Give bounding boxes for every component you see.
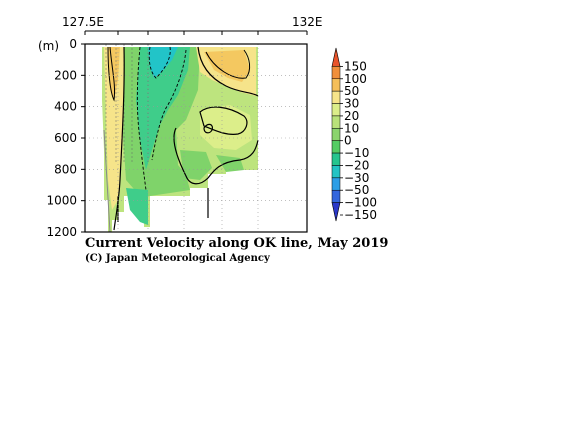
top-axis: 127.5E 132E (62, 15, 323, 35)
deep-patch-1 (180, 150, 212, 180)
neg-contour-1 (136, 46, 147, 191)
neg-contour-3 (151, 49, 187, 161)
colorbar-swatch (331, 115, 341, 129)
deep-patch-2 (216, 155, 244, 172)
top-axis-left-label: 127.5E (62, 15, 104, 29)
chart-credit: (C) Japan Meteorological Agency (85, 253, 271, 264)
zero-contour-2 (197, 46, 259, 97)
colorbar-swatch (331, 202, 341, 222)
colorbar-swatch (331, 66, 341, 80)
colorbar-label: 100 (344, 72, 367, 86)
colorbar-label: −20 (344, 158, 369, 172)
pos-contour-2 (205, 49, 251, 79)
colorbar-swatch (331, 78, 341, 92)
zero-contour-5 (203, 123, 213, 134)
colorbar-swatch (331, 165, 341, 179)
y-tick-label: 800 (54, 162, 77, 176)
top-axis-right-label: 132E (292, 15, 323, 29)
slope-line (103, 129, 111, 232)
grid-lines (85, 44, 307, 232)
zero-contour-4 (199, 106, 248, 135)
colorbar-swatch (331, 103, 341, 117)
y-tick-label: 600 (54, 131, 77, 145)
colorbar-swatch (331, 90, 341, 104)
deep-patch-3 (126, 188, 148, 225)
y-tick-label: 0 (69, 37, 77, 51)
colorbar-swatch (331, 152, 341, 166)
y-tick-label: 400 (54, 100, 77, 114)
colorbar-swatch (331, 128, 341, 141)
mid-depth-patch (200, 105, 252, 150)
colorbar-label: 150 (344, 59, 367, 73)
colorbar-label: −10 (344, 146, 369, 160)
eastward-core-east (204, 50, 250, 82)
westward-core (136, 47, 190, 170)
colorbar-swatch (331, 140, 341, 154)
zero-contour-3 (173, 127, 259, 185)
y-axis: (m) 0 200 400 600 800 1000 1200 (38, 37, 85, 239)
colorbar-label: −100 (344, 196, 377, 210)
colorbar-label: 30 (344, 97, 359, 111)
y-axis-unit-label: (m) (38, 39, 59, 53)
y-tick-label: 1000 (46, 194, 77, 208)
colorbar-label: −150 (344, 208, 377, 222)
chart-title: Current Velocity along OK line, May 2019 (85, 236, 388, 251)
pos-contour-1 (107, 46, 115, 102)
westward-core-strong (148, 47, 178, 78)
colorbar-label: 50 (344, 84, 359, 98)
colorbar-label: −30 (344, 171, 369, 185)
y-tick-label: 1200 (46, 225, 77, 239)
zero-contour-1 (113, 46, 125, 231)
colorbar-label: 20 (344, 109, 359, 123)
neg-contour-2 (148, 46, 171, 79)
colorbar-swatch (331, 189, 341, 203)
colorbar-label: 0 (344, 134, 352, 148)
colorbar-swatch (331, 177, 341, 191)
colorbar-label: 10 (344, 121, 359, 135)
colorbar-swatch (331, 47, 341, 67)
y-tick-label: 200 (54, 68, 77, 82)
colorbar-label: −50 (344, 183, 369, 197)
